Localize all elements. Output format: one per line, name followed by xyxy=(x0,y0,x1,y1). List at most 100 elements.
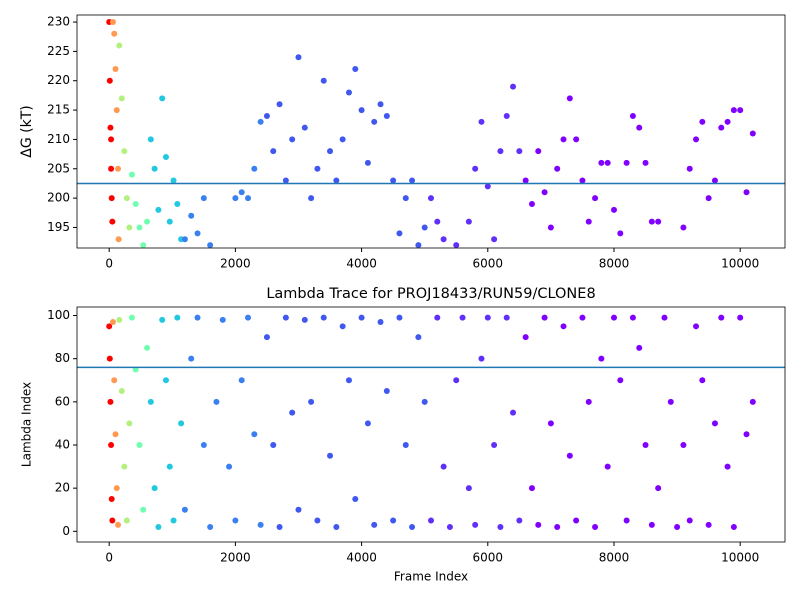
point xyxy=(415,334,422,341)
point xyxy=(598,355,605,362)
point xyxy=(566,452,573,459)
point xyxy=(434,218,441,225)
point xyxy=(108,165,115,172)
point xyxy=(396,314,403,321)
point xyxy=(108,442,115,449)
point xyxy=(126,420,133,427)
point xyxy=(364,420,371,427)
y-axis-label: ΔG (kT) xyxy=(19,105,35,157)
x-tick-label: 4000 xyxy=(346,257,377,271)
point xyxy=(339,323,346,330)
point xyxy=(446,524,453,531)
point xyxy=(115,236,122,243)
point xyxy=(535,148,542,155)
point xyxy=(238,189,245,196)
point xyxy=(301,124,308,131)
point xyxy=(440,236,447,243)
point xyxy=(623,159,630,166)
y-tick-label: 195 xyxy=(47,220,70,234)
point xyxy=(111,30,118,37)
point xyxy=(648,521,655,528)
plot-area xyxy=(77,314,785,531)
point xyxy=(207,524,214,531)
point xyxy=(295,54,302,61)
point xyxy=(541,189,548,196)
point xyxy=(604,159,611,166)
point xyxy=(128,171,135,178)
point xyxy=(226,463,233,470)
point xyxy=(327,452,334,459)
y-tick-label: 60 xyxy=(55,394,70,408)
point xyxy=(170,517,177,524)
y-tick-label: 200 xyxy=(47,191,70,205)
point xyxy=(188,355,195,362)
x-axis-label: Frame Index xyxy=(394,570,468,584)
point xyxy=(352,65,359,72)
point xyxy=(301,316,308,323)
point xyxy=(522,177,529,184)
point xyxy=(724,463,731,470)
point xyxy=(711,420,718,427)
point xyxy=(642,159,649,166)
y-tick-label: 205 xyxy=(47,161,70,175)
point xyxy=(453,242,460,248)
point xyxy=(159,95,166,102)
point xyxy=(510,83,517,90)
point xyxy=(516,148,523,155)
point xyxy=(503,314,510,321)
point xyxy=(257,118,264,125)
x-tick-label: 0 xyxy=(105,551,113,565)
point xyxy=(109,318,116,325)
x-tick-label: 2000 xyxy=(220,257,251,271)
point xyxy=(308,195,315,202)
point xyxy=(155,206,162,213)
point xyxy=(132,200,139,207)
point xyxy=(289,136,296,143)
point xyxy=(592,524,599,531)
point xyxy=(345,377,352,384)
point xyxy=(144,218,151,225)
point xyxy=(270,148,277,155)
point xyxy=(680,442,687,449)
point xyxy=(705,195,712,202)
point xyxy=(327,148,334,155)
axes-frame xyxy=(76,14,786,249)
point xyxy=(434,314,441,321)
point xyxy=(155,524,162,531)
point xyxy=(421,398,428,405)
point xyxy=(528,200,535,207)
x-tick-label: 8000 xyxy=(599,551,630,565)
x-tick-label: 10000 xyxy=(721,551,759,565)
point xyxy=(108,195,115,202)
point xyxy=(339,136,346,143)
point xyxy=(314,165,321,172)
point xyxy=(699,377,706,384)
point xyxy=(121,463,128,470)
point xyxy=(667,398,674,405)
x-tick-label: 2000 xyxy=(220,551,251,565)
point xyxy=(459,314,466,321)
y-tick-label: 230 xyxy=(47,15,70,29)
point xyxy=(194,230,201,237)
y-tick-label: 225 xyxy=(47,44,70,58)
point xyxy=(181,236,188,243)
point xyxy=(106,355,113,362)
y-tick-label: 20 xyxy=(55,481,70,495)
point xyxy=(686,517,693,524)
point xyxy=(421,224,428,231)
point xyxy=(371,118,378,125)
point xyxy=(510,409,517,416)
point xyxy=(598,159,605,166)
point xyxy=(629,112,636,119)
point xyxy=(478,355,485,362)
point xyxy=(661,314,668,321)
point xyxy=(604,463,611,470)
point xyxy=(109,218,116,225)
point xyxy=(554,524,561,531)
point xyxy=(174,314,181,321)
point xyxy=(711,177,718,184)
point xyxy=(617,230,624,237)
point xyxy=(547,420,554,427)
point xyxy=(123,517,130,524)
point xyxy=(371,521,378,528)
